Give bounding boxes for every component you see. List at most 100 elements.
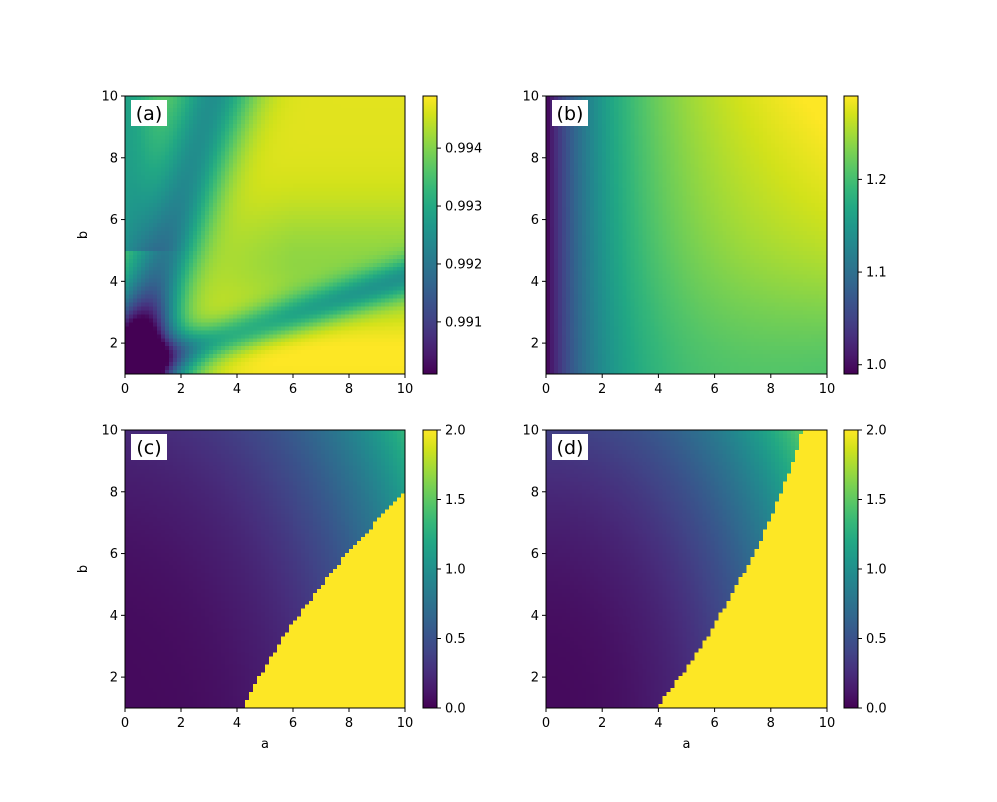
heatmap-cell [181, 358, 186, 363]
heatmap-cell [305, 358, 310, 363]
heatmap-cell [165, 183, 170, 188]
heatmap-cell [293, 255, 298, 260]
heatmap-cell [281, 259, 286, 264]
heatmap-cell [245, 167, 250, 172]
heatmap-cell [381, 116, 386, 121]
heatmap-cell [205, 152, 210, 157]
heatmap-cell [249, 259, 254, 264]
heatmap-cell [253, 354, 258, 359]
heatmap-cell [193, 164, 198, 169]
heatmap-cell [205, 318, 210, 323]
heatmap-cell [357, 152, 362, 157]
heatmap-cell [373, 120, 378, 125]
heatmap-cell [357, 195, 362, 200]
heatmap-cell [169, 144, 174, 149]
heatmap-cell [377, 255, 382, 260]
heatmap-cell [337, 104, 342, 109]
heatmap-cell [185, 306, 190, 311]
heatmap-cell [397, 104, 402, 109]
heatmap-cell [197, 112, 202, 117]
heatmap-cell [137, 136, 142, 141]
heatmap-cell [273, 227, 278, 232]
heatmap-cell [309, 247, 314, 252]
heatmap-cell [377, 267, 382, 272]
heatmap-cell [381, 112, 386, 117]
heatmap-cell [141, 227, 146, 232]
heatmap-cell [357, 108, 362, 113]
heatmap-cell [177, 330, 182, 335]
heatmap-cell [221, 326, 226, 331]
heatmap-cell [273, 112, 278, 117]
heatmap-cell [369, 255, 374, 260]
heatmap-cell [237, 203, 242, 208]
heatmap-cell [273, 358, 278, 363]
heatmap-cell [125, 267, 130, 272]
heatmap-cell [634, 96, 639, 101]
heatmap-cell [317, 314, 322, 319]
heatmap-cell [333, 330, 338, 335]
heatmap-cell [325, 112, 330, 117]
heatmap-cell [129, 350, 134, 355]
heatmap-cell [285, 231, 290, 236]
heatmap-cell [233, 223, 238, 228]
heatmap-cell [193, 338, 198, 343]
heatmap-cell [337, 187, 342, 192]
heatmap-cell [253, 362, 258, 367]
heatmap-cell [293, 203, 298, 208]
heatmap-cell [357, 366, 362, 371]
heatmap-cell [177, 203, 182, 208]
heatmap-cell [277, 116, 282, 121]
heatmap-cell [333, 171, 338, 176]
heatmap-cell [233, 235, 238, 240]
heatmap-cell [233, 183, 238, 188]
heatmap-cell [393, 148, 398, 153]
heatmap-cell [269, 144, 274, 149]
heatmap-cell [185, 191, 190, 196]
heatmap-cell [365, 243, 370, 248]
heatmap-cell [221, 342, 226, 347]
heatmap-cell [333, 239, 338, 244]
heatmap-cell [153, 283, 158, 288]
heatmap-cell [185, 207, 190, 212]
heatmap-cell [297, 148, 302, 153]
heatmap-cell [389, 187, 394, 192]
heatmap-cell [297, 140, 302, 145]
heatmap-cell [213, 366, 218, 371]
heatmap-cell [169, 156, 174, 161]
heatmap-cell [129, 322, 134, 327]
heatmap-cell [293, 283, 298, 288]
heatmap-cell [277, 263, 282, 268]
heatmap-cell [185, 160, 190, 165]
heatmap-cell [153, 342, 158, 347]
heatmap-cell [389, 314, 394, 319]
heatmap-cell [293, 160, 298, 165]
heatmap-cell [289, 156, 294, 161]
heatmap-cell [289, 164, 294, 169]
heatmap-cell [365, 259, 370, 264]
heatmap-cell [225, 251, 230, 256]
heatmap-cell [249, 179, 254, 184]
heatmap-cell [181, 306, 186, 311]
heatmap-cell [293, 223, 298, 228]
heatmap-cell [341, 124, 346, 129]
heatmap-cell [301, 330, 306, 335]
heatmap-cell [301, 338, 306, 343]
heatmap-cell [297, 255, 302, 260]
heatmap-cell [125, 132, 130, 137]
heatmap-cell [169, 247, 174, 252]
heatmap-cell [297, 314, 302, 319]
panel-label: (a) [136, 103, 162, 125]
heatmap-cell [157, 279, 162, 284]
heatmap-cell [173, 219, 178, 224]
heatmap-cell [293, 144, 298, 149]
heatmap-cell [157, 215, 162, 220]
heatmap-cell [321, 243, 326, 248]
heatmap-cell [209, 255, 214, 260]
heatmap-cell [277, 179, 282, 184]
heatmap-cell [253, 299, 258, 304]
heatmap-cell [165, 306, 170, 311]
heatmap-cell [341, 171, 346, 176]
heatmap-cell [361, 291, 366, 296]
heatmap-cell [137, 271, 142, 276]
heatmap-cell [397, 346, 402, 351]
